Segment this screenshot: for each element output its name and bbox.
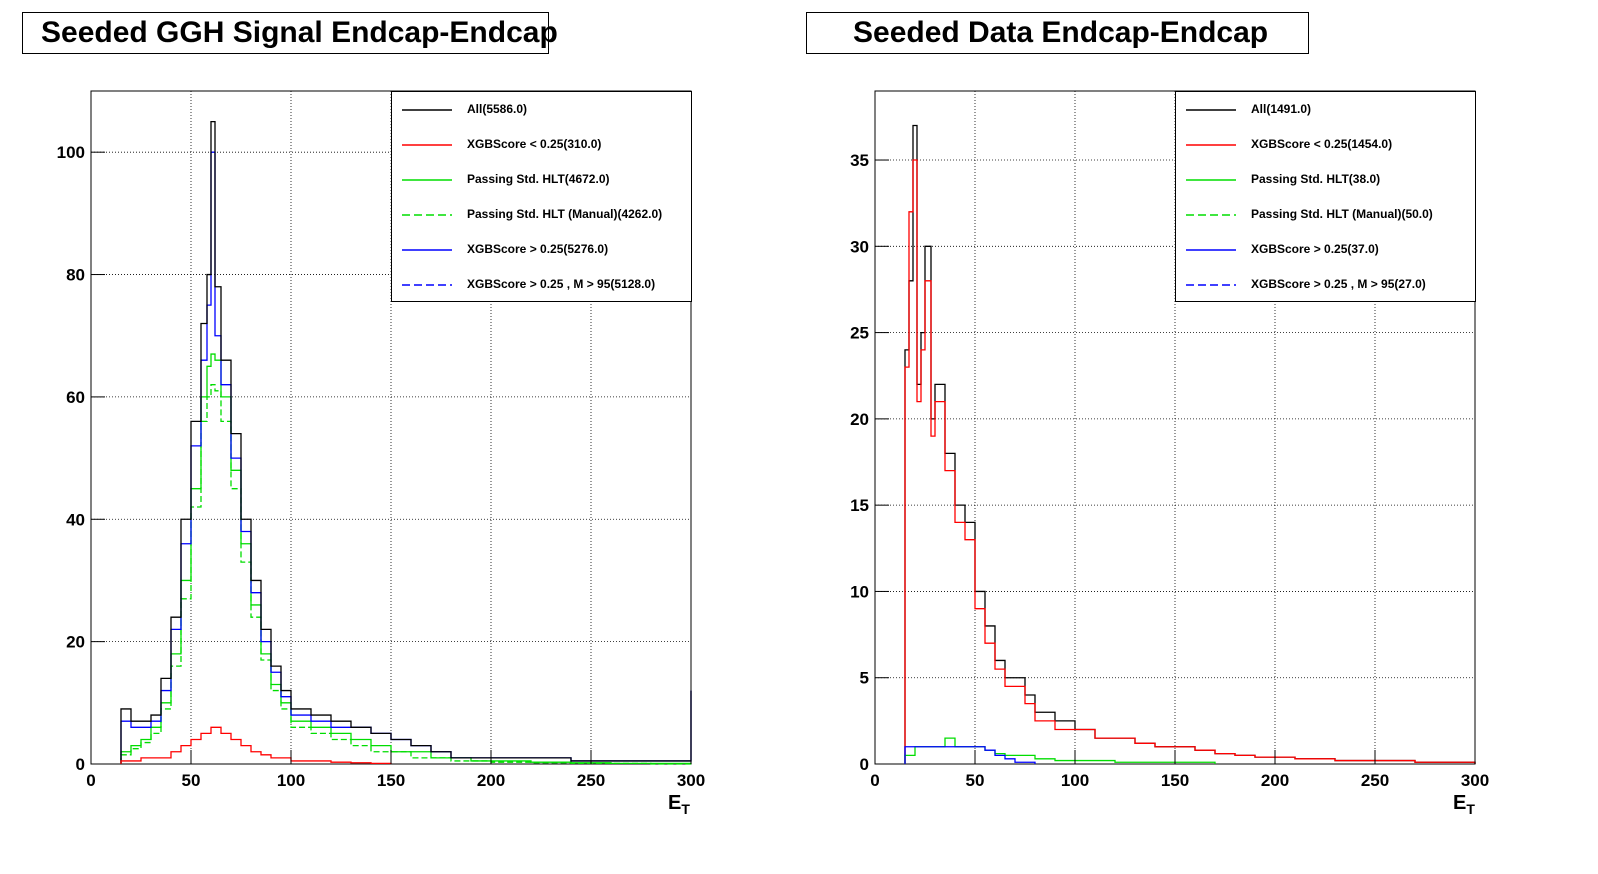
legend-entry: XGBScore > 0.25 , M > 95(27.0): [1176, 275, 1475, 295]
y-tick-label: 0: [76, 755, 85, 774]
y-tick-label: 10: [850, 582, 869, 601]
y-tick-label: 35: [850, 151, 869, 170]
legend-entry: Passing Std. HLT (Manual)(50.0): [1176, 205, 1475, 225]
x-tick-label: 300: [677, 771, 705, 790]
legend-label: XGBScore > 0.25(37.0): [1251, 242, 1379, 256]
y-tick-label: 15: [850, 496, 869, 515]
legend-label: Passing Std. HLT (Manual)(50.0): [1251, 207, 1433, 221]
x-axis-label: ET: [1453, 792, 1475, 817]
legend-label: All(5586.0): [467, 102, 528, 116]
legend-label: Passing Std. HLT (Manual)(4262.0): [467, 207, 663, 221]
legend-entry: XGBScore > 0.25 , M > 95(5128.0): [392, 275, 691, 295]
chart-legend: All(1491.0) XGBScore < 0.25(1454.0) Passin…: [1175, 91, 1476, 302]
legend-swatch: [402, 249, 452, 251]
legend-swatch: [402, 179, 452, 181]
x-tick-label: 50: [966, 771, 985, 790]
legend-label: XGBScore < 0.25(310.0): [467, 137, 602, 151]
legend-swatch: [402, 284, 452, 286]
x-tick-label: 0: [870, 771, 879, 790]
chart-panel-left: Seeded GGH Signal Endcap-Endcap 0 50 100 15…: [22, 12, 705, 817]
chart-legend: All(5586.0) XGBScore < 0.25(310.0) Passing…: [391, 91, 692, 302]
legend-swatch: [402, 144, 452, 146]
y-tick-label: 60: [66, 388, 85, 407]
legend-entry: XGBScore < 0.25(310.0): [392, 135, 691, 155]
chart-title: Seeded Data Endcap-Endcap: [806, 12, 1309, 54]
legend-entry: Passing Std. HLT (Manual)(4262.0): [392, 205, 691, 225]
x-tick-label: 150: [377, 771, 405, 790]
y-tick-label: 100: [57, 143, 85, 162]
x-tick-label: 100: [1061, 771, 1089, 790]
x-tick-label: 200: [1261, 771, 1289, 790]
legend-swatch: [1186, 249, 1236, 251]
legend-swatch: [1186, 284, 1236, 286]
series-line-1: [904, 159, 1476, 764]
legend-label: XGBScore > 0.25 , M > 95(27.0): [1251, 277, 1426, 291]
legend-label: Passing Std. HLT(4672.0): [467, 172, 610, 186]
x-tick-label: 0: [86, 771, 95, 790]
y-tick-label: 0: [860, 755, 869, 774]
x-tick-label: 100: [277, 771, 305, 790]
legend-label: All(1491.0): [1251, 102, 1312, 116]
series-line-4: [120, 726, 392, 765]
legend-label: XGBScore > 0.25 , M > 95(5128.0): [467, 277, 656, 291]
legend-swatch: [1186, 144, 1236, 146]
legend-entry: XGBScore > 0.25(37.0): [1176, 240, 1475, 260]
y-tick-label: 40: [66, 510, 85, 529]
y-tick-label: 25: [850, 324, 869, 343]
y-tick-label: 20: [66, 633, 85, 652]
legend-swatch: [402, 109, 452, 111]
y-tick-label: 5: [860, 669, 869, 688]
x-tick-label: 150: [1161, 771, 1189, 790]
x-tick-label: 250: [1361, 771, 1389, 790]
x-axis-label: ET: [668, 792, 690, 817]
legend-label: XGBScore < 0.25(1454.0): [1251, 137, 1393, 151]
y-tick-label: 30: [850, 237, 869, 256]
legend-swatch: [1186, 109, 1236, 111]
legend-entry: All(1491.0): [1176, 100, 1475, 120]
legend-swatch: [1186, 214, 1236, 216]
legend-entry: Passing Std. HLT(38.0): [1176, 170, 1475, 190]
x-tick-label: 300: [1461, 771, 1489, 790]
legend-swatch: [402, 214, 452, 216]
legend-entry: XGBScore < 0.25(1454.0): [1176, 135, 1475, 155]
chart-title: Seeded GGH Signal Endcap-Endcap: [22, 12, 558, 54]
legend-label: XGBScore > 0.25(5276.0): [467, 242, 609, 256]
x-tick-label: 50: [182, 771, 201, 790]
y-tick-label: 80: [66, 266, 85, 285]
series-line-3: [120, 120, 692, 764]
legend-entry: Passing Std. HLT(4672.0): [392, 170, 691, 190]
x-tick-label: 250: [577, 771, 605, 790]
legend-label: Passing Std. HLT(38.0): [1251, 172, 1381, 186]
chart-panel-right: Seeded Data Endcap-Endcap 0 50 100 150 200 25…: [799, 0, 1598, 874]
x-tick-label: 200: [477, 771, 505, 790]
legend-swatch: [1186, 179, 1236, 181]
legend-entry: XGBScore > 0.25(5276.0): [392, 240, 691, 260]
legend-entry: All(5586.0): [392, 100, 691, 120]
y-tick-label: 20: [850, 410, 869, 429]
series-line-3: [904, 746, 1036, 764]
